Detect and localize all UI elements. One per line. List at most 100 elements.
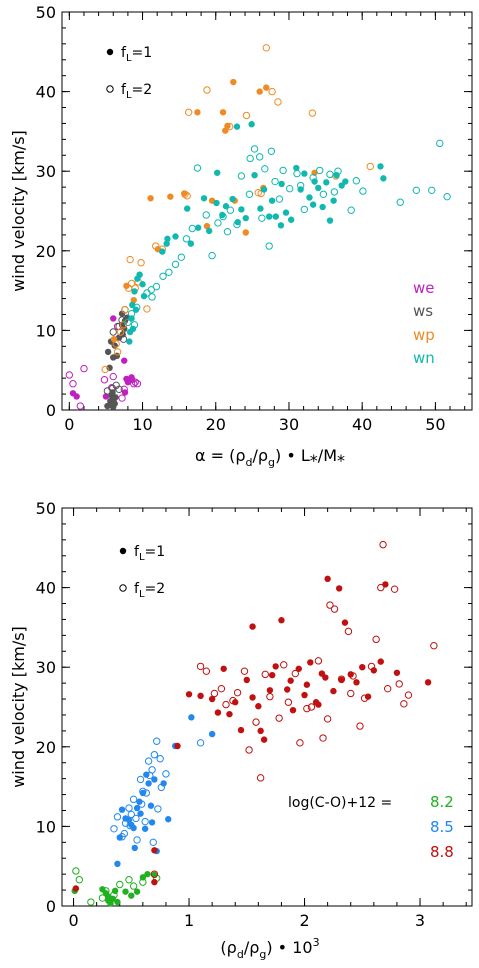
- data-point-wp-open: [268, 87, 276, 96]
- plot-frame: [61, 507, 473, 907]
- data-point-8-5-open: [141, 817, 149, 826]
- data-point-wn-open: [177, 253, 186, 261]
- x-tick-label: 30: [279, 415, 299, 434]
- data-point-8-8-open: [284, 698, 293, 706]
- data-point-8-8-open: [256, 774, 265, 782]
- y-tick-label: 20: [36, 242, 56, 261]
- data-point-8-8-filled: [268, 671, 276, 679]
- data-point-8-5-filled: [160, 780, 167, 787]
- data-point-8-5-open: [162, 770, 170, 778]
- x-axis-label: (ρd/ρg) • 103: [220, 936, 319, 961]
- data-point-8-8-filled: [295, 665, 302, 672]
- data-point-8-8-filled: [364, 693, 372, 700]
- data-point-wn-filled: [234, 218, 241, 226]
- data-point-8-8-filled: [174, 742, 181, 750]
- data-point-we-open: [65, 371, 74, 379]
- data-point-8-8-filled: [359, 664, 366, 671]
- data-point-wn-filled: [139, 281, 146, 288]
- data-point-8-5-open: [144, 757, 153, 765]
- data-point-wp-open: [262, 44, 270, 52]
- data-point-wn-filled: [278, 180, 285, 188]
- data-point-wn-open: [271, 177, 279, 186]
- data-point-wn-open: [171, 260, 180, 269]
- data-point-8-5-filled: [116, 834, 123, 841]
- y-tick-label: 0: [46, 897, 56, 916]
- y-tick-label: 50: [36, 499, 56, 518]
- x-tick-label: 10: [132, 415, 152, 434]
- data-point-8-8-open: [222, 700, 230, 709]
- data-point-8-8-filled: [338, 676, 345, 684]
- data-point-8-8-open: [266, 692, 274, 701]
- data-point-wn-filled: [251, 171, 258, 179]
- data-point-8-2-open: [72, 867, 80, 875]
- data-point-wn-open: [436, 139, 444, 148]
- data-point-8-8-filled: [393, 669, 401, 676]
- data-point-wn-open: [258, 214, 266, 222]
- data-point-ws-filled: [104, 402, 111, 410]
- data-point-wn-open: [237, 172, 246, 180]
- data-point-8-8-filled: [330, 687, 337, 695]
- group-label-8-8: 8.8: [430, 843, 454, 861]
- data-point-8-8-open: [296, 739, 304, 747]
- data-point-wp-filled: [203, 222, 211, 230]
- data-point-8-8-open: [275, 714, 283, 722]
- data-point-8-8-filled: [301, 691, 308, 699]
- data-point-8-8-filled: [347, 671, 354, 678]
- x-axis-label: α = (ρd/ρg) • L*/M*: [195, 446, 345, 470]
- data-point-8-8-open: [196, 662, 205, 671]
- data-point-wn-filled: [229, 195, 236, 203]
- data-point-wn-open: [267, 147, 276, 156]
- data-point-8-8-open: [150, 870, 159, 878]
- data-point-8-8-open: [240, 667, 249, 675]
- data-point-wn-filled: [293, 164, 300, 172]
- legend-label-fl2: fL=2: [121, 82, 152, 101]
- data-point-8-5-filled: [148, 819, 156, 826]
- data-point-8-5-open: [110, 825, 118, 833]
- data-point-8-2-filled: [139, 874, 147, 881]
- x-tick-label: 40: [352, 415, 372, 434]
- data-point-we-filled: [73, 393, 80, 400]
- data-point-8-8-open: [326, 601, 334, 609]
- data-point-wp-filled: [263, 84, 270, 91]
- group-label-8-5: 8.5: [430, 818, 454, 836]
- data-point-wp-open: [119, 321, 128, 329]
- data-point-wp-filled: [242, 229, 249, 236]
- data-point-wn-open: [352, 177, 361, 185]
- data-point-wn-filled: [159, 248, 166, 255]
- data-point-wp-open: [242, 111, 251, 120]
- x-tick-label: 0: [68, 911, 78, 930]
- data-point-8-8-open: [252, 718, 260, 726]
- data-point-we-filled: [121, 357, 128, 364]
- data-point-wn-filled: [272, 213, 279, 220]
- data-point-wn-open: [275, 195, 284, 203]
- data-point-wn-filled: [330, 197, 337, 204]
- data-point-wn-filled: [183, 205, 191, 212]
- x-tick-label: 0: [64, 415, 74, 434]
- data-point-wn-open: [359, 187, 367, 195]
- data-point-8-5-open: [153, 737, 161, 745]
- data-point-8-8-open: [307, 703, 316, 711]
- data-point-ws-open: [109, 328, 117, 336]
- data-point-8-8-filled: [249, 694, 256, 701]
- data-point-8-8-open: [395, 680, 403, 688]
- y-tick-label: 40: [36, 83, 56, 102]
- data-point-wn-open: [182, 235, 191, 243]
- data-point-8-8-filled: [72, 885, 80, 892]
- data-point-wn-open: [279, 166, 287, 175]
- data-point-wn-open: [265, 242, 273, 250]
- data-point-8-5-filled: [165, 816, 172, 823]
- data-point-wn-filled: [126, 338, 133, 345]
- data-point-wn-filled: [380, 175, 387, 182]
- data-point-wn-filled: [222, 203, 230, 210]
- data-point-8-8-filled: [232, 699, 239, 706]
- data-point-8-8-open: [330, 605, 339, 613]
- data-point-8-8-filled: [243, 676, 250, 684]
- data-point-8-5-open: [113, 813, 122, 821]
- data-point-wn-filled: [172, 233, 179, 240]
- data-point-8-8-open: [347, 689, 355, 698]
- data-point-8-8-filled: [272, 663, 279, 670]
- data-point-8-5-filled: [125, 816, 133, 824]
- data-point-wp-open: [366, 162, 374, 171]
- legend-marker-filled: [106, 48, 114, 56]
